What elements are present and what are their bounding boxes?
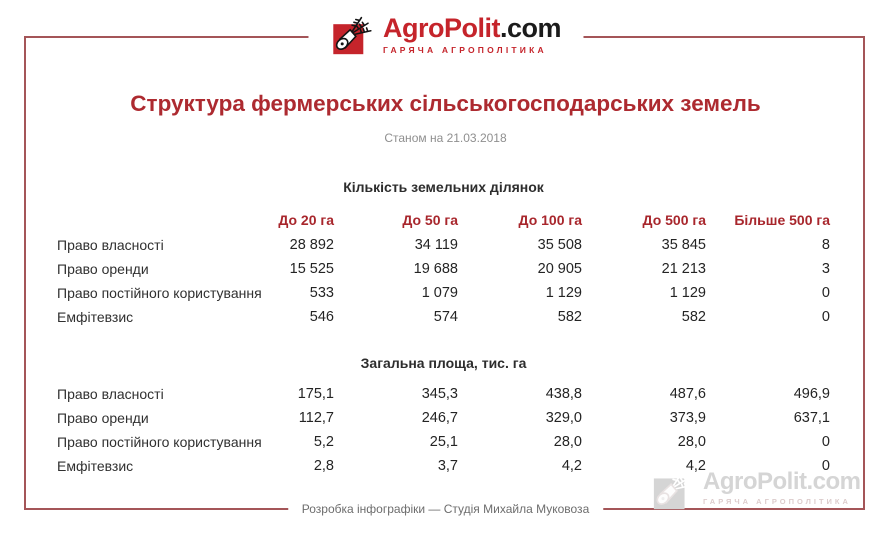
value-cell: 4,2 — [561, 458, 582, 474]
value-cell: 0 — [821, 458, 830, 474]
megaphone-wheat-icon — [330, 12, 375, 57]
watermark-brand: AgroPolit.com — [703, 468, 861, 495]
logo-brand: AgroPolit.com — [382, 12, 562, 43]
value-cell: 8 — [821, 237, 830, 253]
value-cell: 4,2 — [685, 458, 706, 474]
section-parcel-count: Кількість земельних ділянок До 20 га До 5… — [57, 179, 830, 329]
section-title-parcel-count: Кількість земельних ділянок — [343, 179, 544, 195]
logo-brand-primary: AgroPolit — [382, 12, 501, 43]
row-label: Право постійного користування — [57, 285, 262, 301]
page-title: Структура фермерських сільськогосподарсь… — [130, 91, 761, 116]
table-row: Право постійного користування 533 1 079 1 1… — [57, 281, 830, 305]
value-cell: 112,7 — [298, 410, 334, 426]
value-cell: 546 — [309, 309, 334, 325]
total-area-table: Право власності 175,1 345,3 438,8 487,6 496,9… — [57, 382, 830, 478]
value-cell: 582 — [557, 309, 582, 325]
parcel-count-table: До 20 га До 50 га До 100 га До 500 га Більше… — [57, 206, 830, 329]
value-cell: 637,1 — [793, 410, 830, 426]
value-cell: 246,7 — [421, 410, 458, 426]
section-title-total-area: Загальна площа, тис. га — [360, 355, 527, 371]
column-header: До 20 га — [278, 211, 334, 228]
value-cell: 35 845 — [661, 237, 706, 253]
value-cell: 345,3 — [421, 386, 458, 402]
table-row: Право власності 28 892 34 119 35 508 35 845 8 — [57, 233, 830, 257]
table-row: Право оренди 112,7 246,7 329,0 373,9 637,1 — [57, 406, 830, 430]
value-cell: 25,1 — [429, 434, 458, 450]
value-cell: 533 — [309, 285, 334, 301]
date-subtitle: Станом на 21.03.2018 — [384, 131, 507, 145]
column-header: До 100 га — [518, 211, 582, 228]
value-cell: 0 — [821, 434, 830, 450]
column-header: До 500 га — [642, 211, 706, 228]
table-row: Емфітевзис 546 574 582 582 0 — [57, 305, 830, 329]
value-cell: 574 — [433, 309, 458, 325]
value-cell: 1 079 — [421, 285, 458, 301]
value-cell: 329,0 — [545, 410, 582, 426]
row-label: Право оренди — [57, 261, 149, 277]
table-row: Емфітевзис 2,8 3,7 4,2 4,2 0 — [57, 454, 830, 478]
value-cell: 2,8 — [313, 458, 334, 474]
column-header: Більше 500 га — [734, 211, 830, 228]
table-row: Право власності 175,1 345,3 438,8 487,6 496,9 — [57, 382, 830, 406]
watermark-text: AgroPolit.com ГАРЯЧА АГРОПОЛІТИКА — [703, 468, 861, 507]
row-label: Право постійного користування — [57, 434, 262, 450]
value-cell: 582 — [681, 309, 706, 325]
value-cell: 438,8 — [545, 386, 582, 402]
column-header: До 50 га — [402, 211, 458, 228]
value-cell: 19 688 — [413, 261, 458, 277]
value-cell: 15 525 — [289, 261, 334, 277]
credits-footer: Розробка інфографіки — Студія Михайла Му… — [287, 501, 604, 518]
logo-text: AgroPolit.com ГАРЯЧА АГРОПОЛІТИКА — [382, 12, 562, 56]
value-cell: 496,9 — [793, 386, 830, 402]
section-total-area: Загальна площа, тис. га Право власності 1… — [57, 355, 830, 478]
brand-logo: AgroPolit.com ГАРЯЧА АГРОПОЛІТИКА — [307, 12, 584, 57]
row-label: Право власності — [57, 237, 164, 253]
value-cell: 373,9 — [669, 410, 706, 426]
logo-tagline: ГАРЯЧА АГРОПОЛІТИКА — [382, 45, 547, 56]
row-label: Право оренди — [57, 410, 149, 426]
row-label: Емфітевзис — [57, 458, 134, 474]
value-cell: 1 129 — [669, 285, 706, 301]
value-cell: 0 — [821, 285, 830, 301]
value-cell: 1 129 — [545, 285, 582, 301]
value-cell: 34 119 — [414, 237, 458, 253]
value-cell: 20 905 — [537, 261, 582, 277]
table-row: Право постійного користування 5,2 25,1 28,0… — [57, 430, 830, 454]
value-cell: 5,2 — [313, 434, 334, 450]
value-cell: 487,6 — [669, 386, 706, 402]
megaphone-wheat-icon — [651, 466, 697, 512]
column-header-row: До 20 га До 50 га До 100 га До 500 га Більше… — [57, 206, 830, 233]
value-cell: 28,0 — [677, 434, 706, 450]
value-cell: 35 508 — [537, 237, 582, 253]
value-cell: 21 213 — [661, 261, 706, 277]
column-header-spacer — [57, 206, 210, 233]
row-label: Емфітевзис — [57, 309, 134, 325]
logo-brand-suffix: .com — [499, 12, 562, 43]
value-cell: 3 — [821, 261, 830, 277]
value-cell: 3,7 — [437, 458, 458, 474]
row-label: Право власності — [57, 386, 164, 402]
value-cell: 28 892 — [289, 237, 334, 253]
watermark-logo: AgroPolit.com ГАРЯЧА АГРОПОЛІТИКА — [651, 466, 861, 512]
value-cell: 28,0 — [553, 434, 582, 450]
value-cell: 0 — [821, 309, 830, 325]
watermark-tagline: ГАРЯЧА АГРОПОЛІТИКА — [703, 497, 851, 506]
table-row: Право оренди 15 525 19 688 20 905 21 213 3 — [57, 257, 830, 281]
value-cell: 175,1 — [297, 386, 334, 402]
